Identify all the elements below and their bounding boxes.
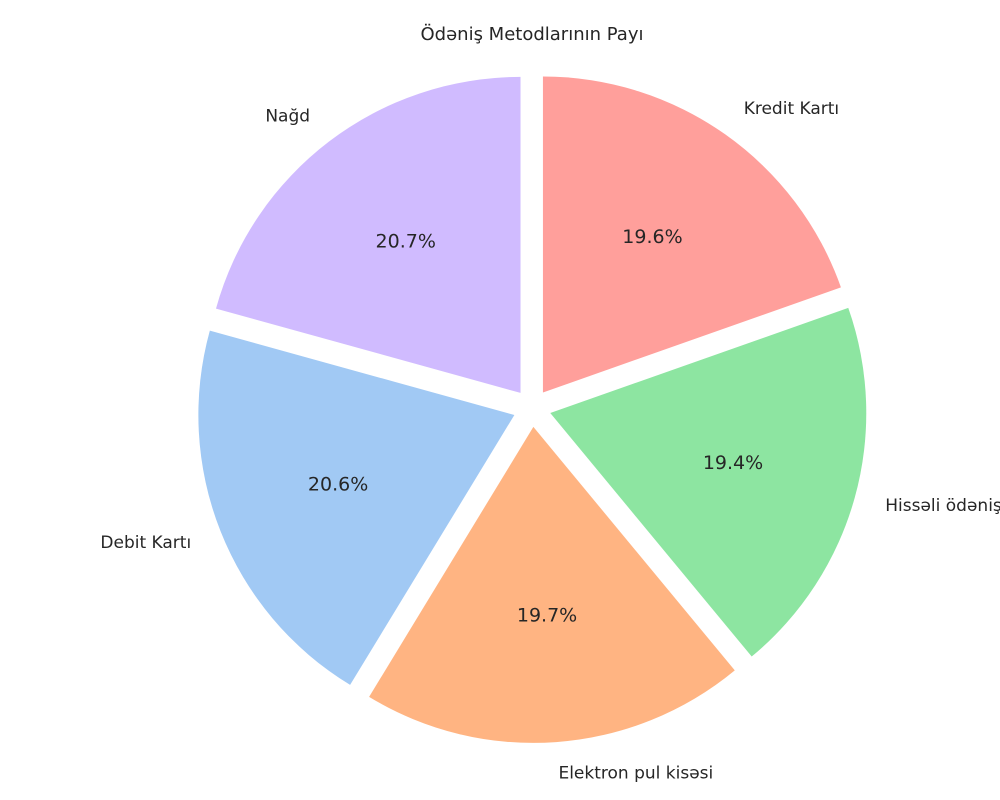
pie-slice-hissli-odnis [550,307,867,657]
pie-slice-debit-kart [198,330,515,685]
pie-percent-label: 20.6% [308,473,368,495]
pie-slices [198,76,867,743]
pie-percent-label: 19.6% [622,226,682,248]
pie-category-label: Nağd [265,106,310,126]
pie-percent-label: 19.4% [703,452,763,474]
pie-slice-nagd [215,76,521,393]
pie-percent-label: 20.7% [376,231,436,253]
pie-labels: 20.7% Nağd 20.6% Debit Kartı 19.7% Elektron p… [100,99,1000,784]
pie-category-label: Kredit Kartı [744,99,839,119]
pie-slice-elektron-pul-kissi [369,426,735,743]
pie-category-label: Debit Kartı [100,533,191,553]
pie-category-label: Hissəli ödəniş [885,496,1000,516]
pie-percent-label: 19.7% [517,605,577,627]
chart-title: Ödəniş Metodlarının Payı [421,23,644,45]
pie-slice-kredit-kart [542,76,841,393]
pie-category-label: Elektron pul kisəsi [558,764,713,784]
